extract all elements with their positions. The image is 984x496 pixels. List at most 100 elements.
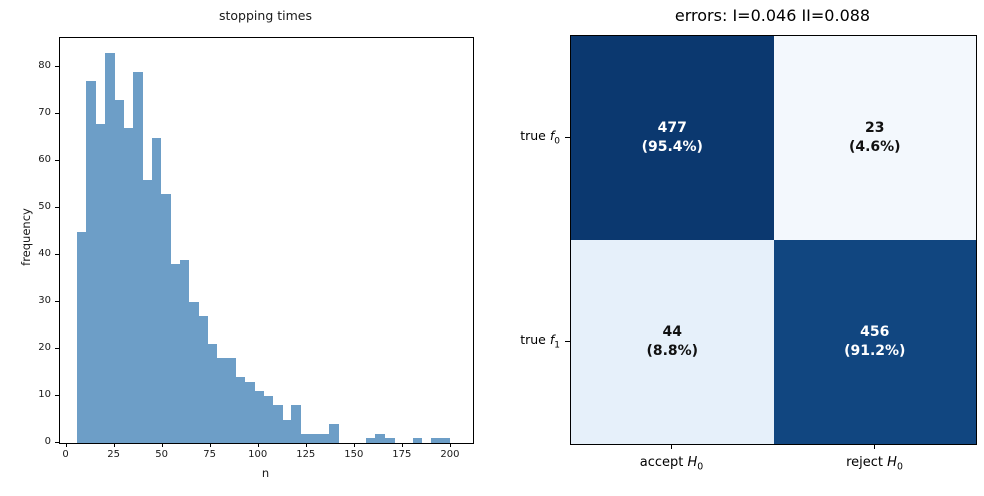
x-tick-mark [353, 443, 355, 447]
histogram-bar [244, 381, 255, 443]
cell-count: 23 [865, 120, 885, 137]
x-tick-mark [161, 443, 163, 447]
y-tick-label: 60 [38, 154, 51, 166]
cell-percent: (91.2%) [844, 343, 906, 359]
math-variable: f [549, 128, 555, 143]
x-tick-label: 150 [344, 449, 364, 460]
math-subscript: 0 [554, 136, 560, 147]
confusion-cell-r0c0: 477 (95.4%) [571, 36, 774, 240]
histogram-bar [328, 424, 339, 443]
histogram-bar [226, 358, 237, 443]
histogram-bar [412, 438, 423, 443]
y-tick-label: 70 [38, 107, 51, 119]
y-tick-mark [55, 160, 59, 162]
histogram-bar [151, 137, 162, 443]
histogram-bar [179, 259, 190, 443]
matrix-x-tick-mark [874, 444, 875, 449]
x-tick-label: 25 [107, 449, 120, 460]
matrix-x-tick-mark [671, 444, 672, 449]
y-tick-label: 0 [44, 436, 51, 447]
histogram-plot-area [59, 37, 474, 444]
x-tick-label: 0 [62, 449, 69, 460]
x-tick-mark [449, 443, 451, 447]
row-label-1: true f1 [520, 332, 560, 351]
y-tick-mark [55, 254, 59, 256]
y-tick-label: 10 [38, 389, 51, 401]
histogram-bar [207, 344, 218, 443]
histogram-bar [282, 419, 292, 443]
matrix-y-tick-mark [565, 137, 570, 138]
y-tick-mark [55, 442, 59, 443]
y-tick-label: 40 [38, 248, 51, 260]
x-tick-mark [401, 443, 403, 447]
col-label-1: reject H0 [846, 455, 903, 473]
histogram-bar [133, 71, 143, 443]
y-tick-mark [55, 66, 59, 68]
col-label-0: accept H0 [639, 455, 704, 473]
histogram-title: stopping times [219, 8, 312, 23]
x-tick-label: 175 [392, 449, 412, 460]
histogram-bar [366, 438, 376, 443]
math-variable: H [687, 455, 698, 470]
x-tick-label: 125 [296, 449, 316, 460]
x-tick-mark [257, 443, 259, 447]
cell-count: 44 [662, 324, 682, 341]
y-tick-label: 20 [38, 342, 51, 354]
y-tick-mark [55, 113, 59, 115]
histogram-bar [198, 316, 209, 443]
y-tick-mark [55, 395, 59, 397]
histogram-bar [123, 128, 134, 443]
histogram-bar [300, 433, 311, 443]
matrix-y-tick-mark [565, 341, 570, 342]
x-tick-label: 75 [203, 449, 217, 460]
y-tick-mark [55, 207, 59, 209]
x-tick-label: 50 [155, 449, 168, 460]
histogram-bar [235, 377, 246, 443]
histogram-bar [375, 433, 386, 443]
x-tick-label: 100 [248, 449, 268, 460]
confusion-matrix-title: errors: I=0.046 II=0.088 [674, 6, 871, 25]
histogram-bar [86, 81, 97, 443]
math-subscript: 0 [896, 461, 903, 473]
x-tick-mark [209, 443, 211, 447]
histogram-bar [310, 433, 320, 443]
x-tick-mark [65, 443, 67, 447]
confusion-cell-r1c1: 456 (91.2%) [773, 240, 976, 444]
cell-percent: (8.8%) [646, 343, 699, 359]
histogram-bar [216, 358, 227, 443]
histogram-bar [142, 179, 153, 443]
histogram-bar [105, 53, 115, 443]
y-tick-mark [55, 348, 59, 350]
confusion-cell-r0c1: 23 (4.6%) [773, 36, 976, 240]
x-tick-label: 200 [440, 449, 460, 460]
cell-percent: (95.4%) [641, 139, 703, 155]
y-tick-label: 30 [38, 295, 51, 307]
histogram-bar [440, 438, 451, 443]
y-tick-label: 50 [38, 201, 51, 213]
histogram-bar [160, 194, 171, 443]
cell-count: 456 [860, 324, 890, 341]
histogram-bar [263, 396, 274, 443]
histogram-x-axis-label: n [261, 466, 270, 480]
histogram-bar [77, 231, 87, 443]
histogram-bar [170, 264, 181, 443]
confusion-cell-r1c0: 44 (8.8%) [571, 240, 774, 444]
histogram-bar [114, 100, 125, 443]
cell-count: 477 [657, 120, 687, 137]
y-tick-mark [55, 301, 59, 303]
math-subscript: 0 [697, 461, 704, 473]
confusion-matrix: 477 (95.4%) 23 (4.6%) 44 (8.8%) 456 (91.2%) [570, 35, 977, 445]
math-variable: H [887, 455, 897, 470]
histogram-bar [272, 405, 283, 443]
x-tick-mark [305, 443, 307, 447]
cell-percent: (4.6%) [848, 139, 901, 155]
histogram-bar [254, 391, 264, 443]
histogram-y-axis-label: frequency [19, 208, 33, 266]
histogram-bar [95, 123, 106, 443]
x-tick-mark [113, 443, 115, 447]
histogram-bar [188, 302, 199, 443]
y-tick-label: 80 [38, 60, 51, 72]
histogram-bar [291, 405, 302, 443]
row-label-0: true f0 [520, 128, 560, 147]
